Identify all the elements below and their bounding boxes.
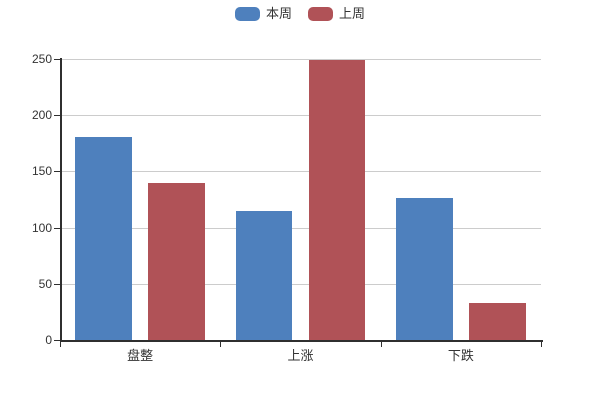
y-tick bbox=[54, 59, 60, 60]
legend-swatch-last-week bbox=[308, 7, 333, 21]
y-tick-label: 250 bbox=[31, 52, 52, 66]
x-axis-line bbox=[60, 340, 543, 342]
bar[interactable] bbox=[308, 60, 366, 340]
y-tick bbox=[54, 283, 60, 285]
legend-item-last-week[interactable]: 上周 bbox=[308, 7, 365, 21]
y-tick bbox=[54, 227, 60, 229]
gridline bbox=[60, 115, 541, 117]
y-tick bbox=[54, 115, 60, 117]
y-tick bbox=[54, 340, 60, 341]
gridline bbox=[60, 59, 541, 60]
y-tick-label: 150 bbox=[31, 164, 52, 179]
y-tick bbox=[54, 171, 60, 173]
gridline bbox=[60, 171, 541, 173]
x-tick bbox=[220, 341, 222, 347]
x-tick bbox=[541, 341, 542, 347]
x-category-label: 下跌 bbox=[447, 348, 474, 363]
x-category-label: 上涨 bbox=[287, 348, 314, 363]
legend-label-this-week: 本周 bbox=[265, 6, 292, 21]
y-tick-label: 0 bbox=[45, 333, 52, 347]
legend-swatch-this-week bbox=[234, 7, 260, 21]
bar[interactable] bbox=[148, 182, 206, 340]
bar[interactable] bbox=[235, 210, 293, 340]
y-tick-label: 50 bbox=[38, 276, 52, 291]
legend-item-this-week[interactable]: 本周 bbox=[234, 6, 292, 21]
x-tick bbox=[60, 341, 61, 347]
y-tick-label: 200 bbox=[31, 108, 52, 123]
bar[interactable] bbox=[468, 302, 526, 340]
gridline bbox=[60, 227, 541, 229]
bar[interactable] bbox=[75, 136, 133, 340]
y-tick-label: 100 bbox=[31, 220, 52, 235]
chart-legend: 本周 上周 bbox=[0, 7, 600, 21]
x-tick bbox=[380, 341, 382, 347]
legend-label-last-week: 上周 bbox=[339, 6, 366, 21]
bar[interactable] bbox=[395, 198, 453, 340]
x-category-label: 盘整 bbox=[127, 348, 154, 363]
y-axis-line bbox=[60, 58, 62, 340]
gridline bbox=[60, 283, 541, 285]
